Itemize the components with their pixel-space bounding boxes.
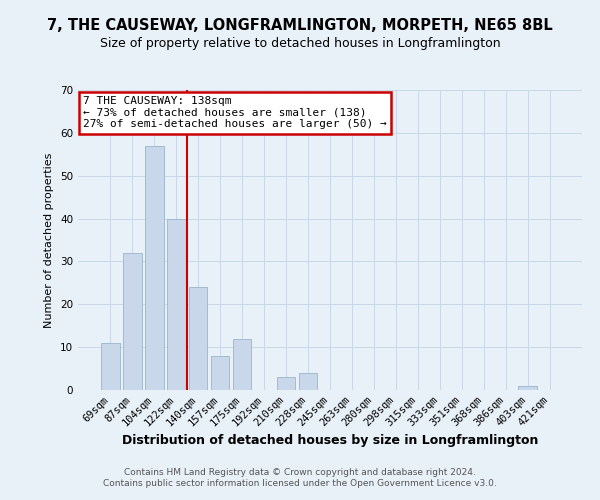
Bar bbox=[518, 386, 537, 390]
Bar bbox=[167, 218, 185, 390]
Bar bbox=[211, 356, 229, 390]
Bar bbox=[145, 146, 164, 390]
Text: 7, THE CAUSEWAY, LONGFRAMLINGTON, MORPETH, NE65 8BL: 7, THE CAUSEWAY, LONGFRAMLINGTON, MORPET… bbox=[47, 18, 553, 32]
Bar bbox=[189, 287, 208, 390]
Bar bbox=[233, 338, 251, 390]
Bar bbox=[299, 373, 317, 390]
Text: 7 THE CAUSEWAY: 138sqm
← 73% of detached houses are smaller (138)
27% of semi-de: 7 THE CAUSEWAY: 138sqm ← 73% of detached… bbox=[83, 96, 387, 129]
X-axis label: Distribution of detached houses by size in Longframlington: Distribution of detached houses by size … bbox=[122, 434, 538, 447]
Bar bbox=[277, 377, 295, 390]
Y-axis label: Number of detached properties: Number of detached properties bbox=[44, 152, 55, 328]
Bar bbox=[101, 343, 119, 390]
Text: Size of property relative to detached houses in Longframlington: Size of property relative to detached ho… bbox=[100, 38, 500, 51]
Bar bbox=[123, 253, 142, 390]
Text: Contains HM Land Registry data © Crown copyright and database right 2024.
Contai: Contains HM Land Registry data © Crown c… bbox=[103, 468, 497, 487]
